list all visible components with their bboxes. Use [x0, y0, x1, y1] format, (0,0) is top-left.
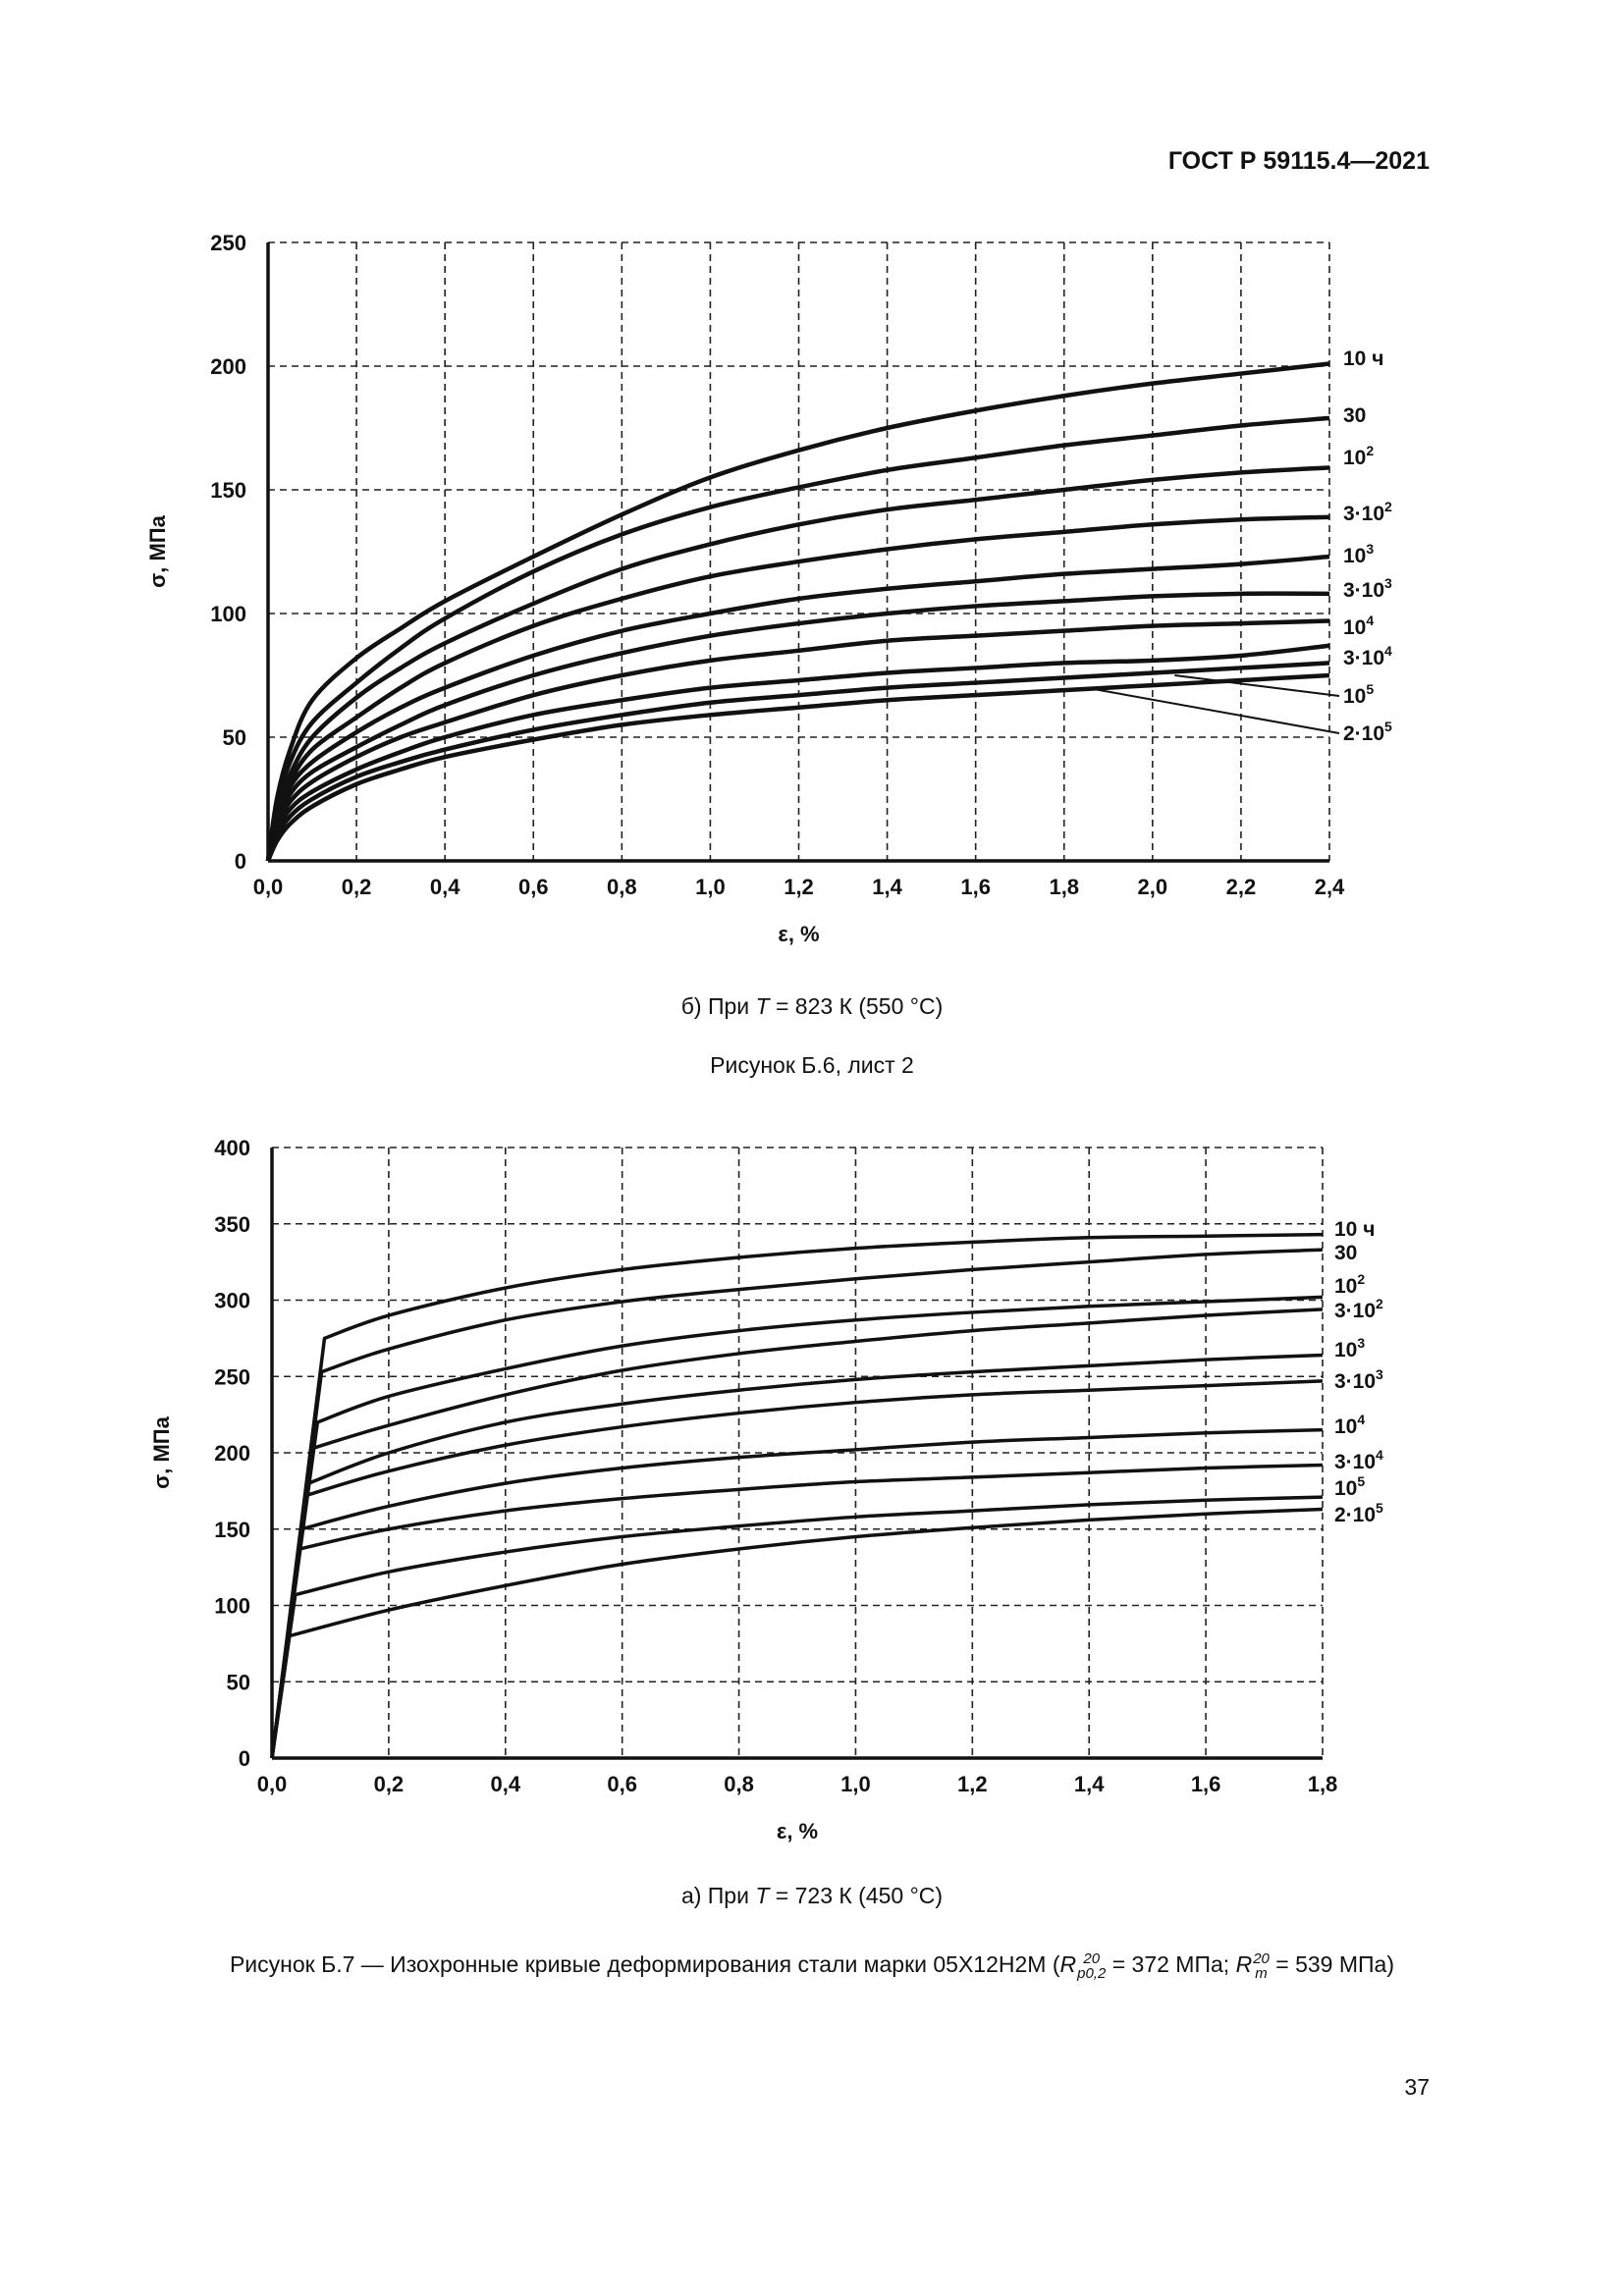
page-number: 37 — [1404, 2074, 1430, 2100]
series-line — [270, 1507, 1324, 1759]
series-line — [265, 618, 1330, 862]
series-line — [270, 1248, 1324, 1759]
series-label: 3·104 — [1343, 643, 1392, 669]
sheet-label: Рисунок Б.6, лист 2 — [710, 1052, 914, 1078]
y-tick-label: 0 — [239, 1746, 250, 1771]
series-label: 2·105 — [1343, 719, 1392, 745]
series-label: 30 — [1343, 404, 1366, 427]
x-tick-label: 1,2 — [957, 1772, 988, 1796]
series-line — [270, 1308, 1324, 1759]
series-line — [270, 1463, 1324, 1759]
y-tick-label: 200 — [214, 1441, 250, 1466]
x-tick-label: 2,4 — [1315, 875, 1345, 899]
x-tick-label: 1,4 — [1074, 1772, 1105, 1796]
x-tick-label: 1,0 — [840, 1772, 871, 1796]
series-line — [265, 643, 1330, 862]
series-line — [265, 554, 1330, 862]
subcaption-823k: б) При T = 823 К (550 °С) — [680, 993, 944, 1019]
y-tick-label: 50 — [227, 1670, 250, 1694]
x-tick-label: 2,2 — [1226, 875, 1257, 899]
series-line — [270, 1295, 1324, 1759]
x-tick-label: 0,2 — [342, 875, 372, 899]
series-label: 3·103 — [1343, 575, 1392, 602]
x-tick-label: 2,0 — [1138, 875, 1168, 899]
series-label: 3·104 — [1334, 1447, 1383, 1473]
document-header: ГОСТ Р 59115.4—2021 — [1167, 147, 1430, 175]
series-line — [265, 672, 1330, 862]
y-axis-label: σ, МПа — [149, 1415, 174, 1488]
y-axis-label: σ, МПа — [145, 514, 170, 587]
series-label: 103 — [1334, 1335, 1365, 1362]
y-tick-label: 350 — [214, 1212, 250, 1237]
series-line — [265, 661, 1330, 862]
series-line — [270, 1379, 1324, 1759]
series-line — [265, 591, 1330, 862]
x-axis-label: ε, % — [778, 922, 819, 946]
series-line — [270, 1353, 1324, 1759]
x-axis-label: ε, % — [777, 1819, 818, 1843]
x-tick-label: 1,4 — [872, 875, 902, 899]
x-tick-label: 0,8 — [724, 1772, 754, 1796]
x-tick-label: 0,6 — [518, 875, 549, 899]
chart-823k: 0,0 0,2 0,4 0,6 0,8 1,0 1,2 1,4 1,6 1,8 2,0 2,2 2,4 0… — [145, 231, 1392, 946]
series-label: 10 ч — [1343, 347, 1383, 370]
y-tick-label: 100 — [214, 1594, 250, 1619]
series-line — [265, 514, 1330, 862]
chart-723k: 0,0 0,2 0,4 0,6 0,8 1,0 1,2 1,4 1,6 1,8 0 50 100 150 2… — [149, 1136, 1383, 1843]
series-line — [265, 415, 1330, 862]
label-leader — [1086, 686, 1340, 734]
y-tick-label: 250 — [210, 231, 246, 255]
x-tick-label: 1,6 — [960, 875, 991, 899]
x-tick-label: 1,8 — [1049, 875, 1079, 899]
y-tick-label: 150 — [214, 1518, 250, 1542]
series-line — [265, 465, 1330, 862]
y-tick-label: 400 — [214, 1136, 250, 1160]
series-label: 102 — [1334, 1271, 1365, 1298]
series-label: 102 — [1343, 443, 1374, 469]
series-label: 103 — [1343, 541, 1374, 567]
label-leader — [1174, 674, 1340, 697]
series-label: 2·105 — [1334, 1500, 1383, 1526]
series-line — [270, 1427, 1324, 1759]
y-tick-label: 300 — [214, 1289, 250, 1313]
figure-title: Рисунок Б.7 — Изохронные кривые деформир… — [229, 1950, 1395, 1982]
y-tick-label: 250 — [214, 1364, 250, 1389]
x-tick-label: 1,8 — [1308, 1772, 1338, 1796]
x-tick-label: 0,2 — [374, 1772, 405, 1796]
y-tick-label: 100 — [210, 602, 246, 626]
series-label: 3·102 — [1343, 499, 1392, 525]
y-tick-label: 150 — [210, 478, 246, 503]
series-line — [270, 1495, 1324, 1759]
x-tick-label: 0,0 — [253, 875, 284, 899]
x-tick-label: 1,2 — [784, 875, 814, 899]
series-line — [265, 361, 1330, 862]
series-line — [270, 1232, 1324, 1759]
x-tick-label: 1,0 — [695, 875, 726, 899]
series-label: 3·102 — [1334, 1296, 1383, 1322]
y-tick-label: 50 — [223, 725, 246, 750]
series-label: 104 — [1343, 613, 1374, 639]
x-tick-label: 0,6 — [607, 1772, 637, 1796]
y-tick-label: 200 — [210, 354, 246, 379]
series-label: 105 — [1334, 1473, 1365, 1500]
x-tick-label: 1,6 — [1191, 1772, 1221, 1796]
series-label: 105 — [1343, 681, 1374, 708]
series-label: 104 — [1334, 1412, 1365, 1438]
x-tick-label: 0,4 — [490, 1772, 520, 1796]
y-tick-label: 0 — [235, 849, 246, 874]
x-tick-label: 0,0 — [257, 1772, 288, 1796]
series-label: 10 ч — [1334, 1218, 1375, 1241]
x-tick-label: 0,8 — [607, 875, 637, 899]
subcaption-723k: а) При T = 723 К (450 °С) — [680, 1883, 944, 1908]
series-label: 3·103 — [1334, 1366, 1383, 1393]
x-tick-label: 0,4 — [430, 875, 460, 899]
series-label: 30 — [1334, 1242, 1357, 1264]
